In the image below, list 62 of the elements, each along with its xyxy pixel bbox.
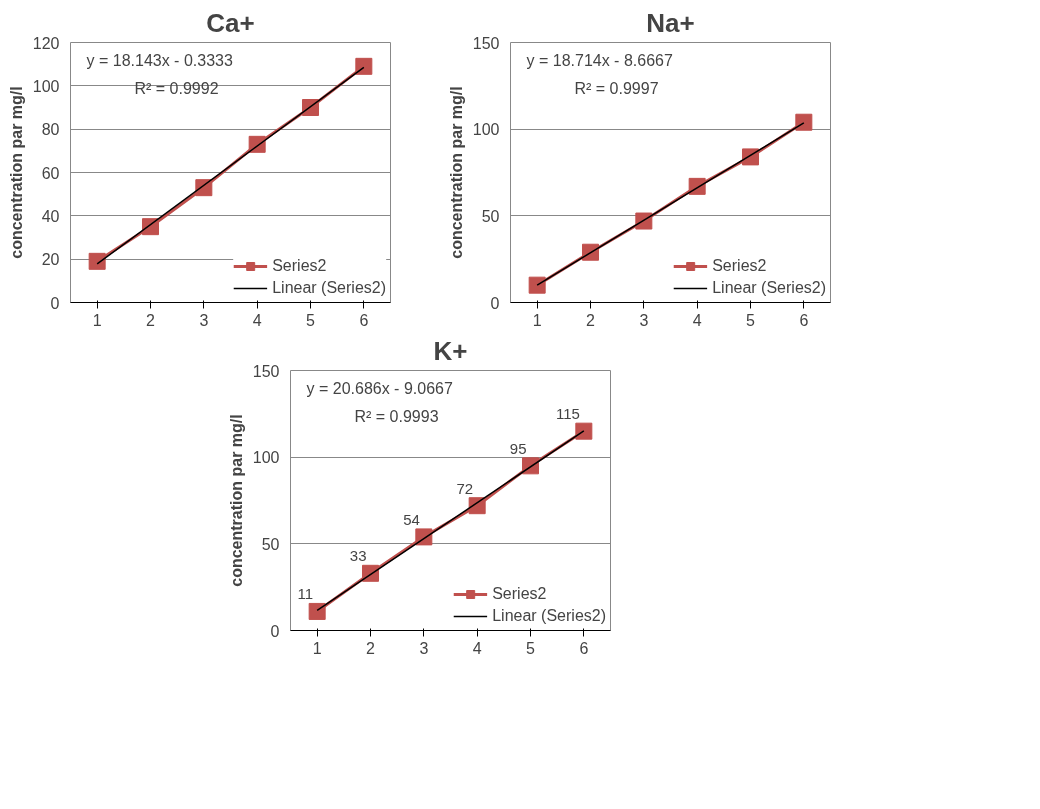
annotation: R² = 0.9993 (354, 408, 439, 426)
legend-label: Series2 (492, 585, 547, 603)
x-tick-label: 6 (579, 639, 589, 657)
x-tick-label: 2 (586, 311, 596, 329)
y-tick-label: 80 (41, 121, 60, 139)
data-label: 54 (403, 510, 420, 528)
x-tick-label: 2 (146, 311, 156, 329)
legend-label: Linear (Series2) (712, 279, 826, 297)
x-tick-label: 6 (799, 311, 809, 329)
chart-title: Ca+ (206, 7, 255, 38)
legend-label: Linear (Series2) (492, 607, 606, 625)
y-tick-label: 120 (32, 34, 60, 52)
y-tick-label: 50 (481, 207, 500, 225)
data-label: 11 (297, 585, 314, 603)
y-tick-label: 60 (41, 164, 60, 182)
y-axis-title: concentration par mg/l (227, 414, 245, 587)
point (795, 113, 813, 131)
x-tick-label: 2 (366, 639, 376, 657)
y-tick-label: 100 (252, 449, 280, 467)
y-tick-label: 100 (472, 121, 500, 139)
y-tick-label: 150 (472, 34, 500, 52)
data-label: 95 (509, 439, 527, 457)
x-tick-label: 5 (526, 639, 536, 657)
y-axis-title: concentration par mg/l (7, 86, 25, 259)
data-label: 115 (555, 405, 580, 423)
x-tick-label: 3 (639, 311, 649, 329)
point (575, 422, 593, 440)
legend-label: Series2 (272, 257, 327, 275)
x-tick-label: 3 (199, 311, 209, 329)
x-tick-label: 1 (312, 639, 322, 657)
chart-title: K+ (433, 335, 468, 366)
y-axis-title: concentration par mg/l (447, 86, 465, 259)
data-label: 72 (456, 479, 474, 497)
x-tick-label: 5 (306, 311, 316, 329)
x-tick-label: 5 (746, 311, 756, 329)
y-tick-label: 0 (50, 294, 60, 312)
y-tick-label: 0 (490, 294, 500, 312)
point (528, 276, 546, 294)
x-tick-label: 4 (472, 639, 482, 657)
point (355, 57, 373, 75)
data-label: 33 (349, 547, 367, 565)
y-tick-label: 20 (41, 251, 60, 269)
y-tick-label: 150 (252, 362, 280, 380)
y-tick-label: 40 (41, 207, 60, 225)
x-tick-label: 3 (419, 639, 429, 657)
annotation: y = 18.714x - 8.6667 (526, 51, 673, 69)
chart-title: Na+ (646, 7, 695, 38)
y-tick-label: 100 (32, 77, 60, 95)
x-tick-label: 4 (252, 311, 262, 329)
legend-label: Series2 (712, 257, 767, 275)
annotation: y = 18.143x - 0.3333 (86, 51, 233, 69)
x-tick-label: 4 (692, 311, 702, 329)
annotation: y = 20.686x - 9.0667 (306, 379, 453, 397)
point (308, 602, 326, 620)
x-tick-label: 1 (92, 311, 102, 329)
x-tick-label: 1 (532, 311, 542, 329)
legend-label: Linear (Series2) (272, 279, 386, 297)
y-tick-label: 0 (270, 622, 280, 640)
y-tick-label: 50 (261, 535, 280, 553)
annotation: R² = 0.9997 (574, 80, 659, 98)
x-tick-label: 6 (359, 311, 369, 329)
point (88, 252, 106, 270)
